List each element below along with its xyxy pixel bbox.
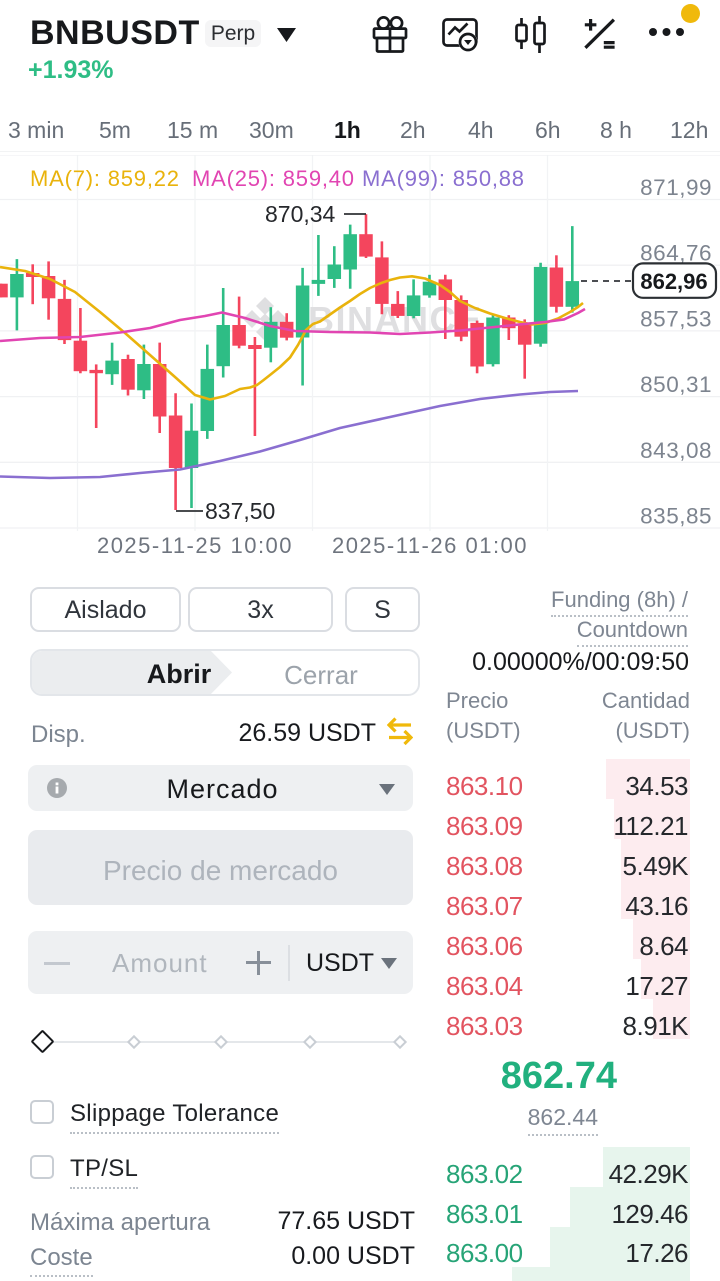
svg-text:MA(7): 859,22: MA(7): 859,22 xyxy=(30,166,180,191)
svg-text:2025-11-26 01:00: 2025-11-26 01:00 xyxy=(332,533,528,558)
svg-text:862,96: 862,96 xyxy=(640,269,707,294)
svg-text:MA(25): 859,40: MA(25): 859,40 xyxy=(192,166,355,191)
svg-text:857,53: 857,53 xyxy=(640,306,712,331)
svg-text:837,50: 837,50 xyxy=(205,498,275,524)
svg-text:2025-11-25 10:00: 2025-11-25 10:00 xyxy=(97,533,293,558)
svg-text:864,76: 864,76 xyxy=(640,241,712,266)
svg-text:835,85: 835,85 xyxy=(640,504,712,529)
svg-text:MA(99): 850,88: MA(99): 850,88 xyxy=(362,166,525,191)
svg-text:871,99: 871,99 xyxy=(640,175,712,200)
svg-text:870,34: 870,34 xyxy=(265,201,336,227)
svg-text:850,31: 850,31 xyxy=(640,372,712,397)
svg-text:843,08: 843,08 xyxy=(640,438,712,463)
